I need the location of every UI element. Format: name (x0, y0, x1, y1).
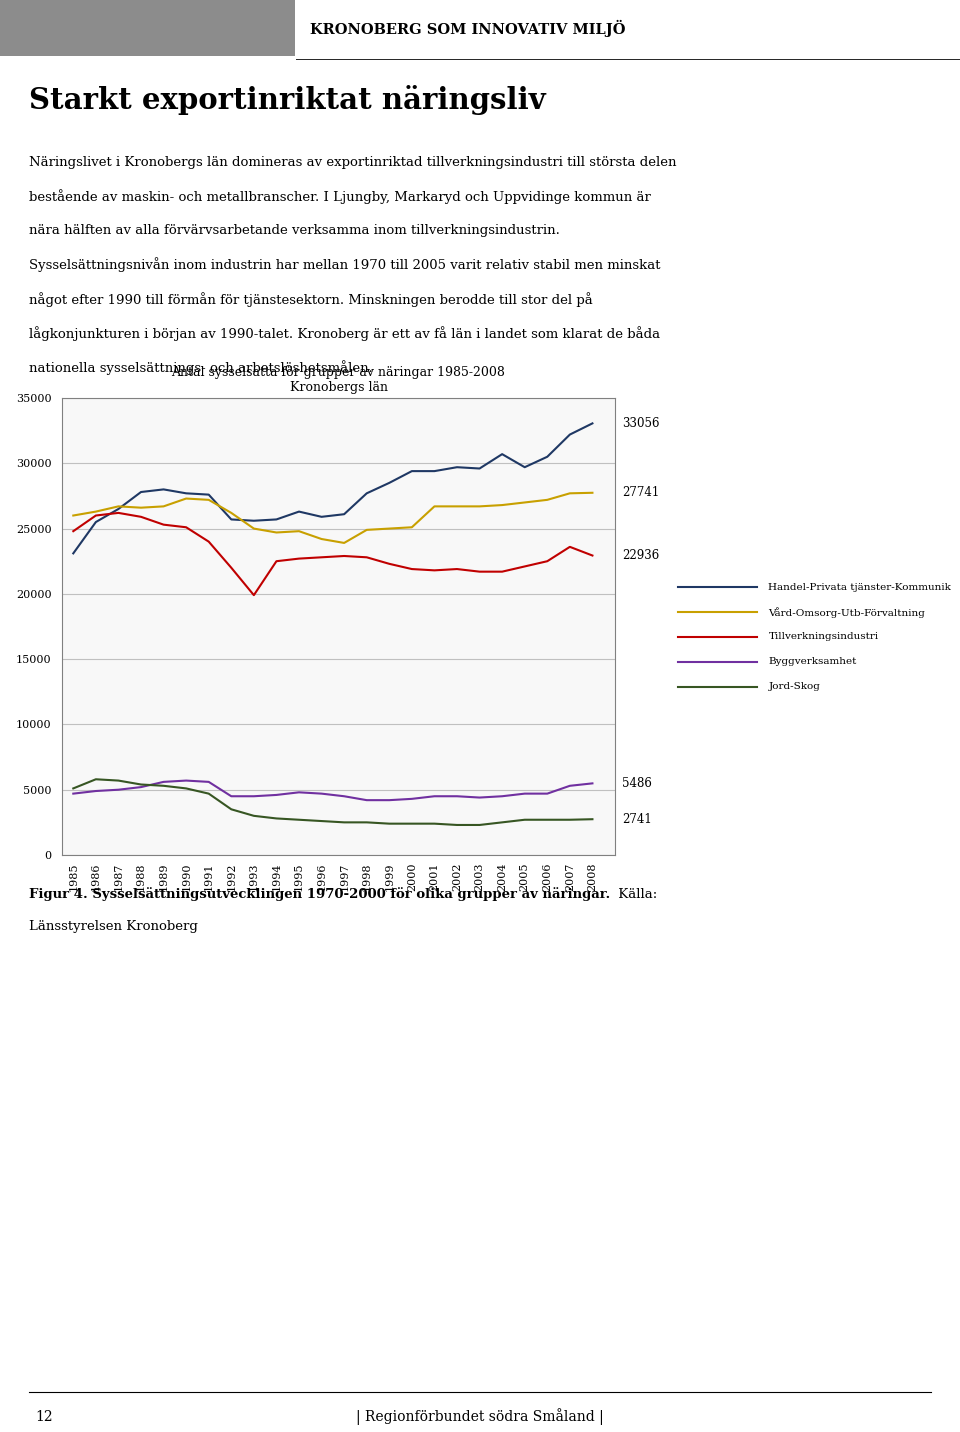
Text: Figur 4. Sysselsättningsutvecklingen 1970-2000 för olika grupper av näringar.: Figur 4. Sysselsättningsutvecklingen 197… (29, 888, 610, 901)
Text: något efter 1990 till förmån för tjänstesektorn. Minskningen berodde till stor d: något efter 1990 till förmån för tjänste… (29, 292, 592, 306)
Title: Antal sysselsatta för grupper av näringar 1985-2008
Kronobergs län: Antal sysselsatta för grupper av näringa… (172, 367, 505, 394)
Text: Näringslivet i Kronobergs län domineras av exportinriktad tillverkningsindustri : Näringslivet i Kronobergs län domineras … (29, 156, 676, 169)
Text: Byggverksamhet: Byggverksamhet (769, 657, 857, 666)
Text: | Regionförbundet södra Småland |: | Regionförbundet södra Småland | (356, 1409, 604, 1425)
Text: Länsstyrelsen Kronoberg: Länsstyrelsen Kronoberg (29, 919, 198, 934)
Text: 2741: 2741 (622, 813, 652, 826)
Text: 33056: 33056 (622, 417, 660, 430)
Text: Tillverkningsindustri: Tillverkningsindustri (769, 633, 878, 642)
Text: Handel-Privata tjänster-Kommunik: Handel-Privata tjänster-Kommunik (769, 583, 951, 591)
Text: Starkt exportinriktat näringsliv: Starkt exportinriktat näringsliv (29, 84, 545, 115)
Text: 12: 12 (35, 1411, 53, 1423)
Text: Källa:: Källa: (613, 888, 657, 901)
Text: 22936: 22936 (622, 548, 659, 561)
Text: KRONOBERG SOM INNOVATIV MILJÖ: KRONOBERG SOM INNOVATIV MILJÖ (310, 20, 626, 37)
Text: Sysselsättningsnivån inom industrin har mellan 1970 till 2005 varit relativ stab: Sysselsättningsnivån inom industrin har … (29, 258, 660, 272)
Text: 5486: 5486 (622, 778, 652, 790)
Text: bestående av maskin- och metallbranscher. I Ljungby, Markaryd och Uppvidinge kom: bestående av maskin- och metallbranscher… (29, 189, 651, 203)
Text: nationella sysselsättnings- och arbetslöshetsmålen.: nationella sysselsättnings- och arbetslö… (29, 361, 372, 375)
Bar (0, 0, 295, 56)
Text: nära hälften av alla förvärvsarbetande verksamma inom tillverkningsindustrin.: nära hälften av alla förvärvsarbetande v… (29, 225, 560, 238)
Text: lågkonjunkturen i början av 1990-talet. Kronoberg är ett av få län i landet som : lågkonjunkturen i början av 1990-talet. … (29, 326, 660, 341)
Text: 27741: 27741 (622, 487, 659, 500)
Text: Vård-Omsorg-Utb-Förvaltning: Vård-Omsorg-Utb-Förvaltning (769, 607, 925, 617)
Text: Jord-Skog: Jord-Skog (769, 682, 821, 692)
